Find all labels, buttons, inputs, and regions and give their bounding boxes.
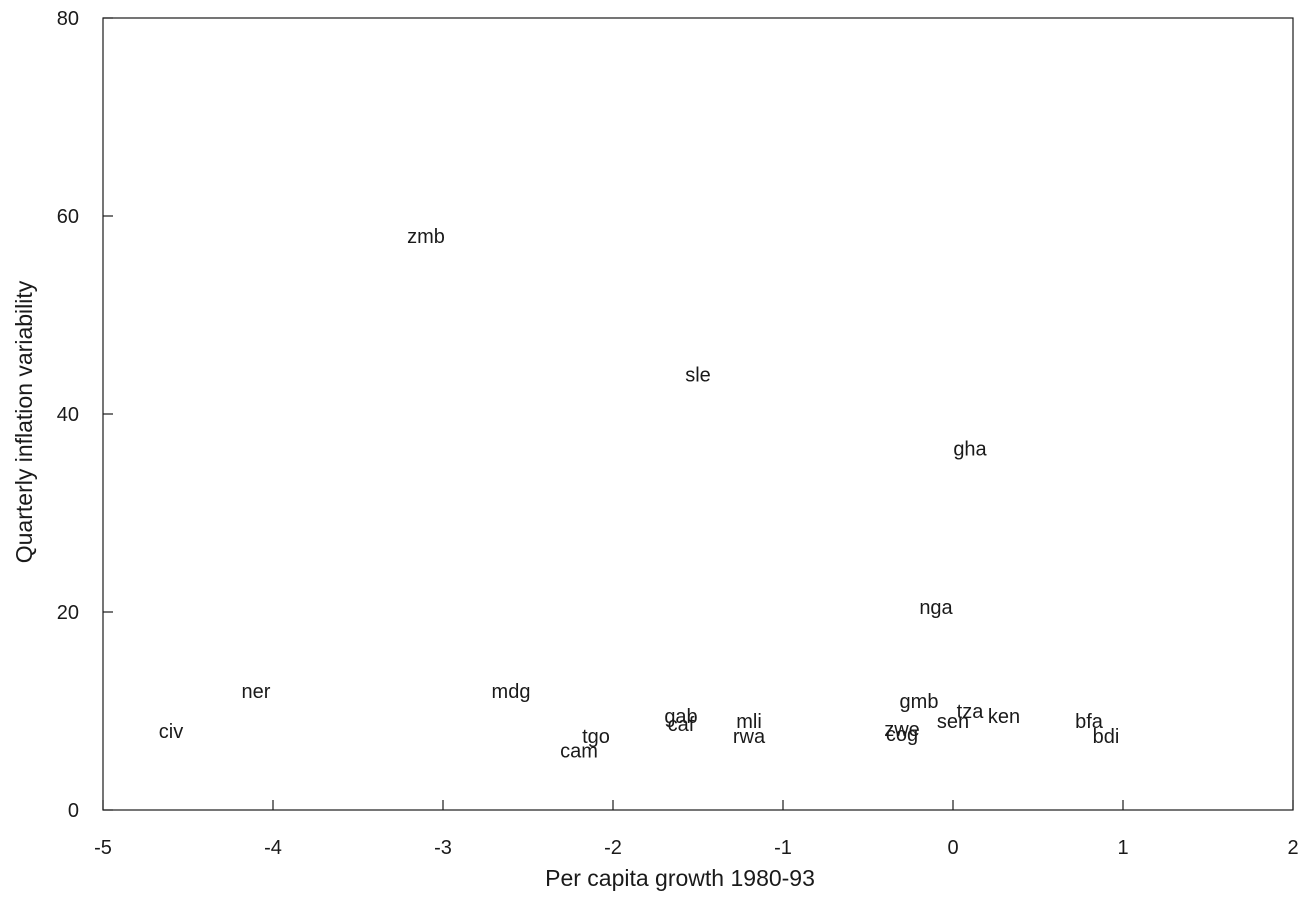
data-point-label: ken: [988, 706, 1020, 728]
data-point-label: bfa: [1075, 711, 1104, 733]
data-point-label: mli: [736, 711, 762, 733]
data-point-label: bdi: [1093, 726, 1120, 748]
data-point-label: sen: [937, 711, 969, 733]
data-point-label: mdg: [492, 681, 531, 703]
x-tick-label: -3: [434, 837, 452, 859]
x-tick-label: -2: [604, 837, 622, 859]
data-point-label: gmb: [900, 691, 939, 713]
data-point-label: ner: [242, 681, 271, 703]
y-axis-title: Quarterly inflation variability: [11, 280, 37, 563]
data-point-label: nga: [919, 597, 953, 619]
data-point-label: zmb: [407, 226, 445, 248]
data-point-label: rwa: [733, 726, 766, 748]
x-tick-label: 0: [947, 837, 958, 859]
data-point-label: tza: [957, 701, 985, 723]
y-tick-label: 20: [57, 602, 79, 624]
data-point-label: gha: [953, 439, 987, 461]
y-tick-label: 80: [57, 8, 79, 30]
data-point-label: cam: [560, 741, 598, 763]
y-tick-label: 60: [57, 206, 79, 228]
plot-area: [102, 17, 1294, 811]
data-point-label: zwe: [884, 719, 920, 741]
data-point-label: tgo: [582, 726, 610, 748]
data-point-label: cog: [886, 724, 918, 746]
x-tick-label: 1: [1117, 837, 1128, 859]
data-point-label: sle: [685, 364, 711, 386]
plot-frame: [102, 17, 1294, 811]
x-axis: -5 -4 -3 -2 -1 0 1 2: [94, 800, 1299, 859]
x-axis-title: Per capita growth 1980-93: [545, 865, 815, 891]
y-tick-label: 0: [68, 800, 79, 822]
data-point-label: caf: [668, 714, 695, 736]
x-tick-label: -5: [94, 837, 112, 859]
data-point-label: civ: [159, 721, 183, 743]
x-tick-label: -1: [774, 837, 792, 859]
x-tick-label: -4: [264, 837, 282, 859]
y-tick-label: 40: [57, 404, 79, 426]
y-axis: 0 20 40 60 80: [57, 8, 113, 822]
data-point-label: gab: [664, 706, 697, 728]
x-tick-label: 2: [1287, 837, 1298, 859]
